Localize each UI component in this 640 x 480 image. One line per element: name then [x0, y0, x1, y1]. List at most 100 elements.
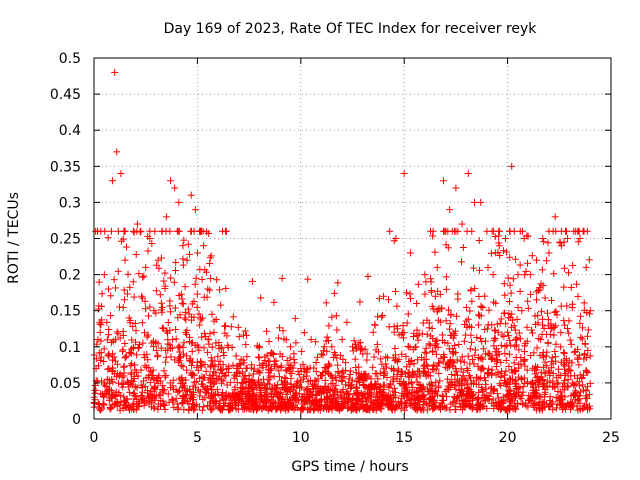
data-point [438, 392, 446, 400]
data-point [126, 388, 134, 396]
chart-title: Day 169 of 2023, Rate Of TEC Index for r… [164, 21, 538, 37]
data-point [201, 394, 209, 402]
data-point [576, 319, 584, 327]
data-point [584, 326, 592, 334]
data-point [170, 278, 178, 286]
data-point [198, 406, 206, 414]
data-point [204, 285, 212, 293]
data-point [567, 392, 575, 400]
data-point [364, 405, 372, 413]
data-point [433, 263, 441, 271]
data-point [365, 372, 373, 380]
data-point [205, 402, 213, 410]
data-point [471, 351, 479, 359]
data-point [205, 389, 213, 397]
data-point [96, 328, 104, 336]
data-point [113, 148, 121, 156]
data-point [511, 379, 519, 387]
data-point [319, 351, 327, 359]
data-point [458, 258, 466, 266]
data-point [401, 370, 409, 378]
data-point [300, 329, 308, 337]
y-tick-label: 0.4 [59, 123, 81, 139]
data-point [495, 227, 503, 235]
data-point [222, 227, 230, 235]
data-point [449, 358, 457, 366]
data-point [551, 213, 559, 221]
data-point [265, 338, 273, 346]
data-point [489, 271, 497, 279]
data-point [141, 383, 149, 391]
data-point [225, 405, 233, 413]
data-point [578, 373, 586, 381]
data-point [142, 263, 150, 271]
data-point [544, 239, 552, 247]
data-point [185, 400, 193, 408]
data-point [164, 390, 172, 398]
data-point [161, 405, 169, 413]
data-point [481, 292, 489, 300]
data-point [437, 318, 445, 326]
data-point [390, 375, 398, 383]
data-point [180, 384, 188, 392]
data-point [348, 376, 356, 384]
data-point [254, 402, 262, 410]
data-point [198, 333, 206, 341]
data-point [400, 390, 408, 398]
data-point [243, 353, 251, 361]
data-point [298, 383, 306, 391]
data-point [502, 356, 510, 364]
data-point [382, 393, 390, 401]
data-point [179, 300, 187, 308]
grid [94, 58, 611, 419]
data-point [376, 369, 384, 377]
data-point [266, 404, 274, 412]
data-point [210, 378, 218, 386]
data-point [126, 283, 134, 291]
data-point [216, 399, 224, 407]
data-point [516, 335, 524, 343]
data-point [292, 339, 300, 347]
data-point [192, 274, 200, 282]
data-point [412, 387, 420, 395]
data-point [385, 401, 393, 409]
data-point [384, 296, 392, 304]
data-point [161, 373, 169, 381]
data-point [436, 290, 444, 298]
data-point [161, 284, 169, 292]
data-point [446, 206, 454, 214]
data-point [233, 378, 241, 386]
data-point [312, 368, 320, 376]
data-point [319, 369, 327, 377]
data-point [508, 366, 516, 374]
data-point [484, 365, 492, 373]
data-point [299, 360, 307, 368]
data-point [578, 335, 586, 343]
data-point [493, 390, 501, 398]
data-point [154, 405, 162, 413]
data-point [410, 360, 418, 368]
data-point [507, 341, 515, 349]
data-point [522, 267, 530, 275]
data-point [289, 394, 297, 402]
data-point [475, 388, 483, 396]
data-point [549, 369, 557, 377]
data-point [543, 383, 551, 391]
data-point [201, 266, 209, 274]
data-point [406, 249, 414, 257]
data-point [141, 362, 149, 370]
data-point [574, 292, 582, 300]
data-point [564, 235, 572, 242]
data-point [215, 404, 223, 412]
data-point [549, 377, 557, 385]
data-point [295, 390, 303, 398]
data-point [212, 339, 220, 347]
data-point [497, 406, 505, 414]
data-point [304, 406, 312, 414]
data-point [462, 331, 470, 339]
data-point [214, 352, 222, 360]
data-point [561, 321, 569, 329]
data-point [411, 343, 419, 351]
data-point [567, 340, 575, 348]
data-point [390, 394, 398, 402]
